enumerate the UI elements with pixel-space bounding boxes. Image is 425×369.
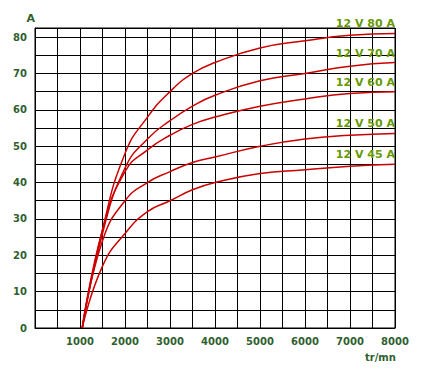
svg-text:50: 50 [13,141,27,152]
svg-text:12 V 70 A: 12 V 70 A [336,47,396,60]
svg-text:6000: 6000 [291,336,319,347]
svg-text:2000: 2000 [111,336,139,347]
svg-text:80: 80 [13,32,27,43]
svg-text:12 V 50 A: 12 V 50 A [336,117,396,130]
svg-text:4000: 4000 [201,336,229,347]
svg-text:40: 40 [13,177,27,188]
svg-text:3000: 3000 [156,336,184,347]
svg-text:tr/mn: tr/mn [365,352,396,363]
svg-text:0: 0 [20,323,27,334]
svg-text:10: 10 [13,286,27,297]
svg-text:12 V 45 A: 12 V 45 A [336,148,396,161]
svg-text:8000: 8000 [381,336,409,347]
svg-text:70: 70 [13,68,27,79]
svg-text:1000: 1000 [66,336,94,347]
svg-text:A: A [26,12,35,25]
svg-text:5000: 5000 [246,336,274,347]
svg-text:12 V 60 A: 12 V 60 A [336,76,396,89]
svg-text:20: 20 [13,250,27,261]
svg-text:12 V 80 A: 12 V 80 A [336,17,396,30]
svg-text:7000: 7000 [336,336,364,347]
svg-text:60: 60 [13,104,27,115]
svg-text:30: 30 [13,213,27,224]
